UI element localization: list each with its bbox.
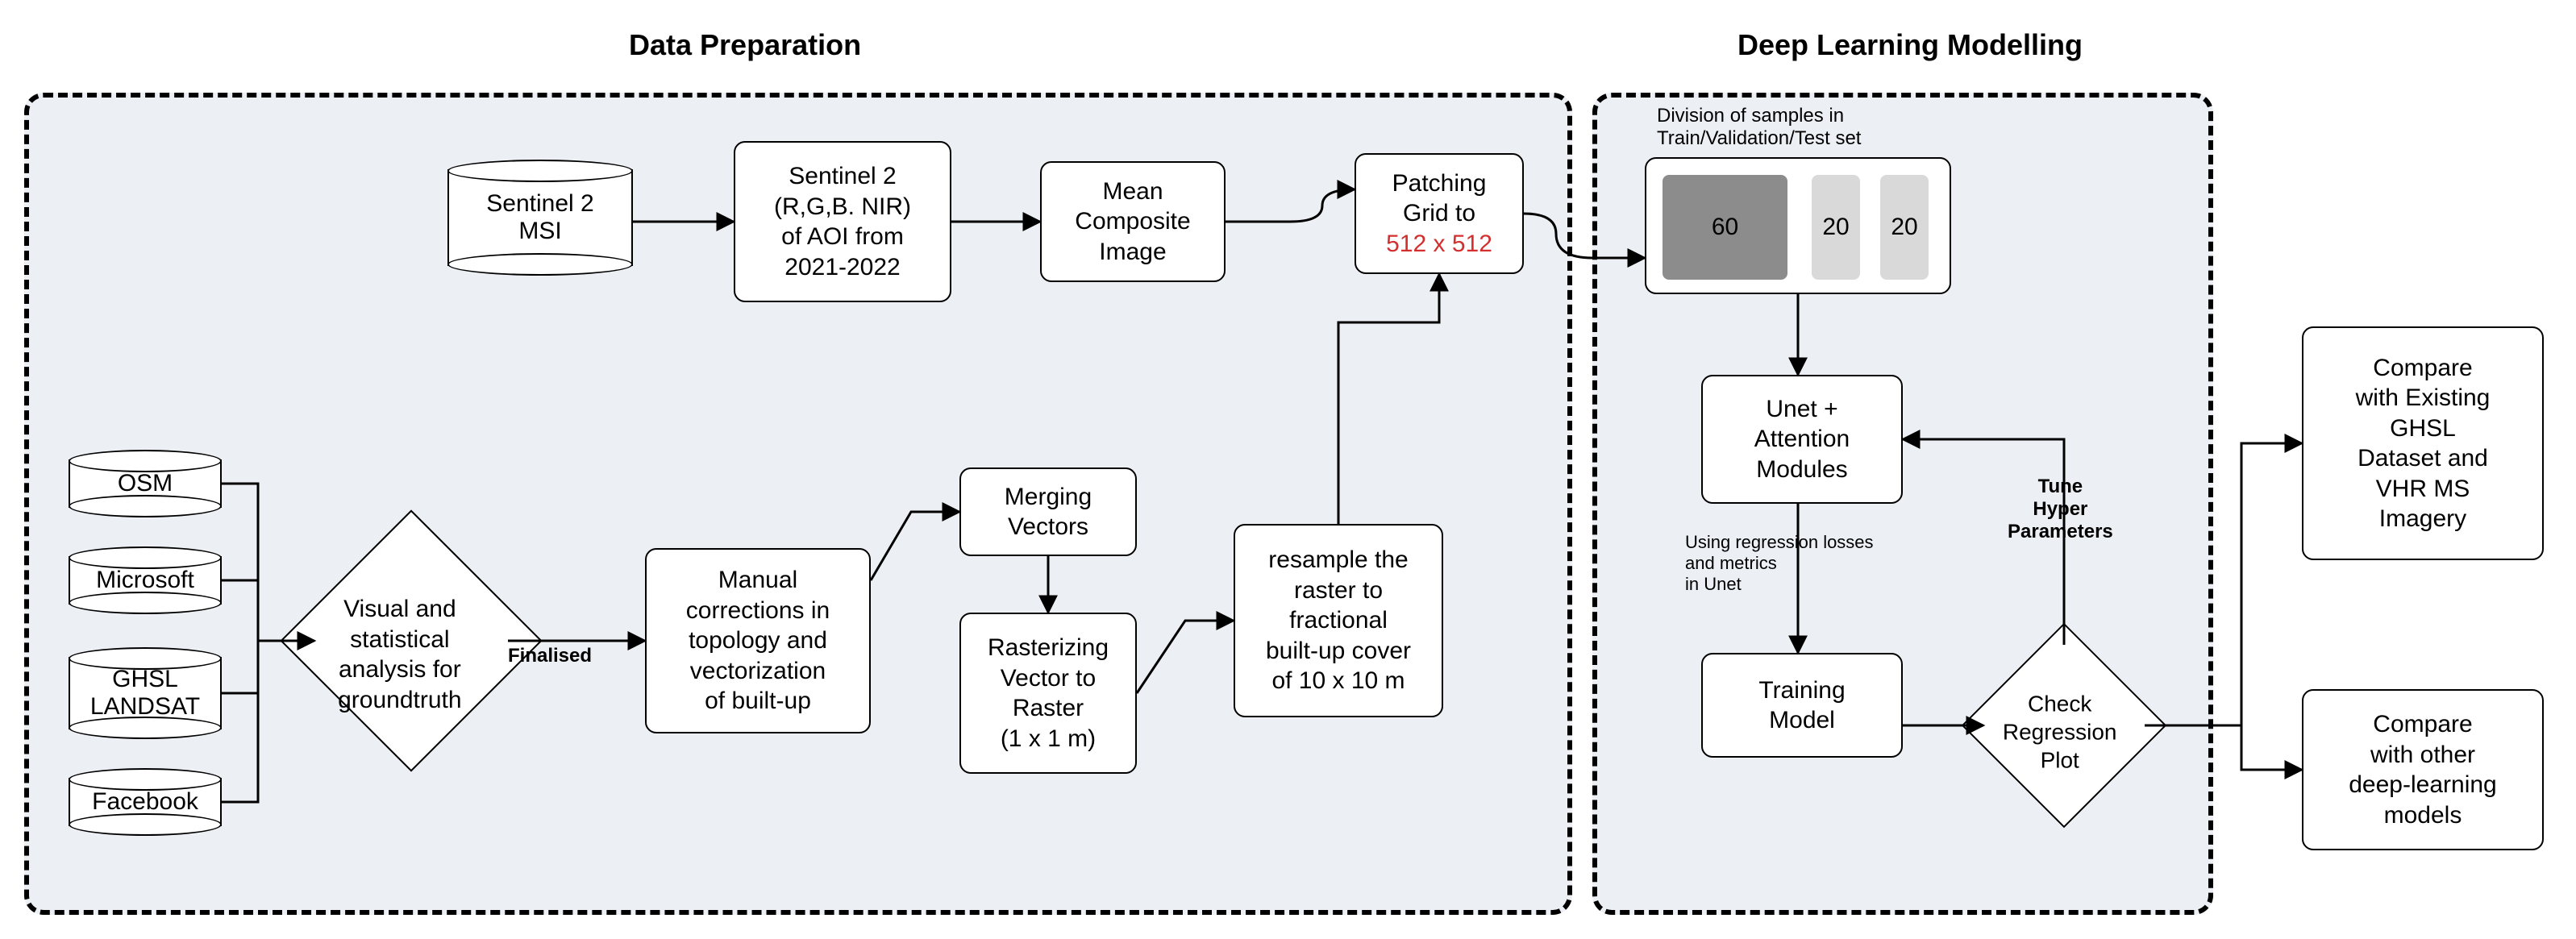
diamond-check-regression-label: Check Regression Plot [1963, 690, 2157, 775]
edge-label-regression-losses: Using regression losses and metrics in U… [1685, 532, 1874, 595]
cylinder-facebook: Facebook [69, 778, 222, 826]
diamond-visual-analysis-label: Visual and statistical analysis for grou… [299, 594, 501, 715]
node-sentinel-bands: Sentinel 2 (R,G,B. NIR) of AOI from 2021… [734, 141, 951, 302]
edge-label-tune-hyper: Tune Hyper Parameters [2008, 476, 2113, 543]
node-merging-vectors: Merging Vectors [959, 467, 1137, 556]
cylinder-sentinel-label: Sentinel 2 MSI [447, 169, 633, 266]
node-compare-models: Compare with other deep-learning models [2302, 689, 2544, 850]
cylinder-microsoft-label: Microsoft [69, 556, 222, 605]
caption-division: Division of samples in Train/Validation/… [1657, 105, 1861, 150]
section-title-dl-model: Deep Learning Modelling [1737, 28, 2083, 62]
node-unet-attention: Unet + Attention Modules [1701, 375, 1903, 504]
node-resample: resample the raster to fractional built-… [1234, 524, 1443, 717]
cylinder-microsoft: Microsoft [69, 556, 222, 605]
diagram-canvas: Data Preparation Deep Learning Modelling… [0, 0, 2576, 939]
cylinder-osm: OSM [69, 459, 222, 508]
section-title-data-prep: Data Preparation [629, 28, 861, 62]
node-patching-size: 512 x 512 [1386, 229, 1492, 260]
cylinder-osm-label: OSM [69, 459, 222, 508]
split-20b: 20 [1880, 175, 1929, 280]
node-training-model: Training Model [1701, 653, 1903, 758]
node-patching-line1: Patching Grid to [1392, 168, 1487, 229]
split-60: 60 [1663, 175, 1787, 280]
split-20a: 20 [1812, 175, 1860, 280]
node-compare-ghsl: Compare with Existing GHSL Dataset and V… [2302, 326, 2544, 560]
edge-label-finalised: Finalised [508, 645, 592, 667]
node-split-box: 60 20 20 [1645, 157, 1951, 294]
cylinder-ghsl-label: GHSL LANDSAT [69, 657, 222, 729]
cylinder-sentinel: Sentinel 2 MSI [447, 169, 633, 266]
node-manual-corrections: Manual corrections in topology and vecto… [645, 548, 871, 733]
node-mean-composite: Mean Composite Image [1040, 161, 1226, 282]
node-patching-grid: Patching Grid to 512 x 512 [1355, 153, 1524, 274]
cylinder-facebook-label: Facebook [69, 778, 222, 826]
cylinder-ghsl: GHSL LANDSAT [69, 657, 222, 729]
node-rasterizing: Rasterizing Vector to Raster (1 x 1 m) [959, 613, 1137, 774]
